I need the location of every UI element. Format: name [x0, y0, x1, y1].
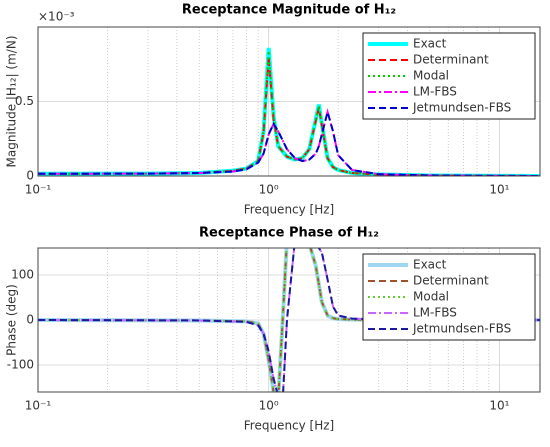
legend-label: Determinant	[413, 53, 489, 67]
legend-box	[362, 32, 536, 120]
y-tick-label: 0.5	[15, 94, 34, 108]
series-line	[38, 108, 540, 176]
y-multiplier: ×10⁻³	[38, 10, 75, 24]
x-tick-label: 10¹	[489, 183, 509, 197]
series-line	[38, 56, 540, 176]
y-axis-label: Phase (deg)	[5, 284, 19, 356]
x-tick-label: 10¹	[489, 399, 509, 413]
chart-title: Receptance Magnitude of H₁₂	[182, 3, 396, 18]
legend-label: Determinant	[413, 274, 489, 288]
x-axis-label: Frequency [Hz]	[244, 419, 335, 433]
chart-title: Receptance Phase of H₁₂	[199, 226, 379, 241]
legend-label: Modal	[413, 69, 449, 83]
plot-frame	[37, 26, 541, 177]
series-line	[38, 108, 540, 176]
legend-label: Exact	[413, 258, 447, 272]
y-axis-label: Magnitude |H₁₂| (m/N)	[5, 35, 19, 167]
legend-label: LM-FBS	[413, 85, 457, 99]
x-tick-label: 10⁰	[259, 183, 279, 197]
lines	[38, 248, 540, 392]
legend-label: Modal	[413, 290, 449, 304]
y-tick-label: 100	[11, 268, 34, 282]
lines	[38, 47, 540, 176]
plot-frame	[37, 247, 541, 393]
legend-label: Jetmundsen-FBS	[412, 322, 511, 336]
legend-box	[362, 253, 536, 341]
y-tick-label: 0	[26, 313, 34, 327]
y-tick-label: -100	[7, 358, 34, 372]
y-tick-label: 0	[26, 169, 34, 183]
series-line	[38, 248, 540, 392]
x-tick-label: 10⁻¹	[25, 183, 52, 197]
x-axis-label: Frequency [Hz]	[244, 203, 335, 217]
x-tick-label: 10⁰	[259, 399, 279, 413]
x-tick-label: 10⁻¹	[25, 399, 52, 413]
legend-label: Jetmundsen-FBS	[412, 101, 511, 115]
legend-label: Exact	[413, 37, 447, 51]
series-line	[38, 248, 540, 392]
legend-label: LM-FBS	[413, 306, 457, 320]
